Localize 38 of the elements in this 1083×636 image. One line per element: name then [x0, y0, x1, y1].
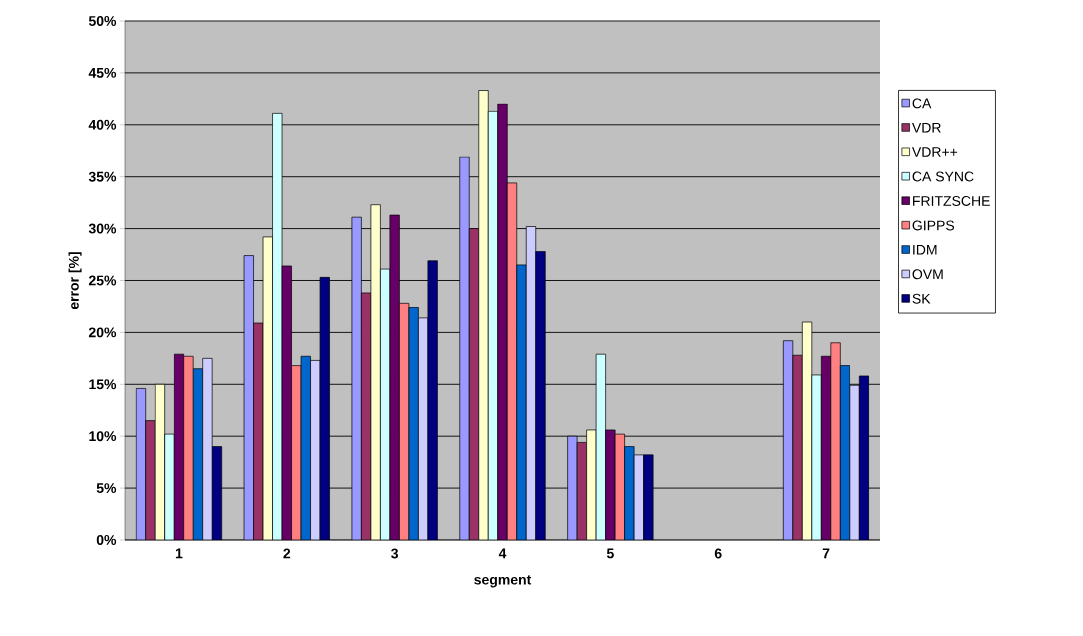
- y-tick-label: 20%: [88, 327, 117, 338]
- x-tick-label: 1: [175, 548, 183, 559]
- legend-label: CA SYNC: [912, 171, 974, 182]
- x-tick-label: 4: [498, 548, 507, 559]
- bar: [811, 374, 822, 540]
- y-tick-label: 25%: [88, 275, 117, 286]
- legend-label: CA: [912, 98, 932, 109]
- x-tick-label: 7: [822, 548, 830, 559]
- bar: [830, 342, 841, 540]
- bar: [183, 356, 194, 540]
- bar: [792, 354, 803, 540]
- x-tick-label: 5: [606, 548, 614, 559]
- y-tick-label: 40%: [88, 119, 117, 130]
- legend-label: OVM: [912, 269, 943, 280]
- legend-label: IDM: [913, 244, 937, 255]
- x-axis-title: segment: [474, 575, 532, 588]
- bar: [478, 90, 489, 540]
- bar: [459, 156, 470, 540]
- bar: [164, 434, 175, 540]
- x-tick-label: 2: [283, 548, 291, 559]
- x-tick-label: 6: [714, 548, 722, 559]
- legend-label: FRITZSCHE: [913, 196, 990, 206]
- y-tick-label: 35%: [88, 171, 117, 182]
- legend-label: GIPPS: [912, 220, 955, 231]
- y-tick-label: 50%: [88, 16, 117, 26]
- y-tick-label: 5%: [96, 483, 117, 494]
- bar: [497, 104, 508, 540]
- y-axis-title: error [%]: [68, 252, 82, 310]
- bar: [145, 420, 156, 540]
- y-tick-label: 45%: [88, 67, 117, 78]
- y-tick-label: 10%: [89, 431, 117, 442]
- y-tick-label: 0%: [96, 535, 117, 545]
- legend-label: VDR: [911, 122, 941, 133]
- y-tick-label: 15%: [89, 379, 117, 390]
- legend-label: VDR++: [911, 147, 958, 157]
- x-tick-label: 3: [391, 548, 399, 559]
- legend-label: SK: [912, 293, 931, 304]
- y-tick-label: 30%: [88, 223, 117, 234]
